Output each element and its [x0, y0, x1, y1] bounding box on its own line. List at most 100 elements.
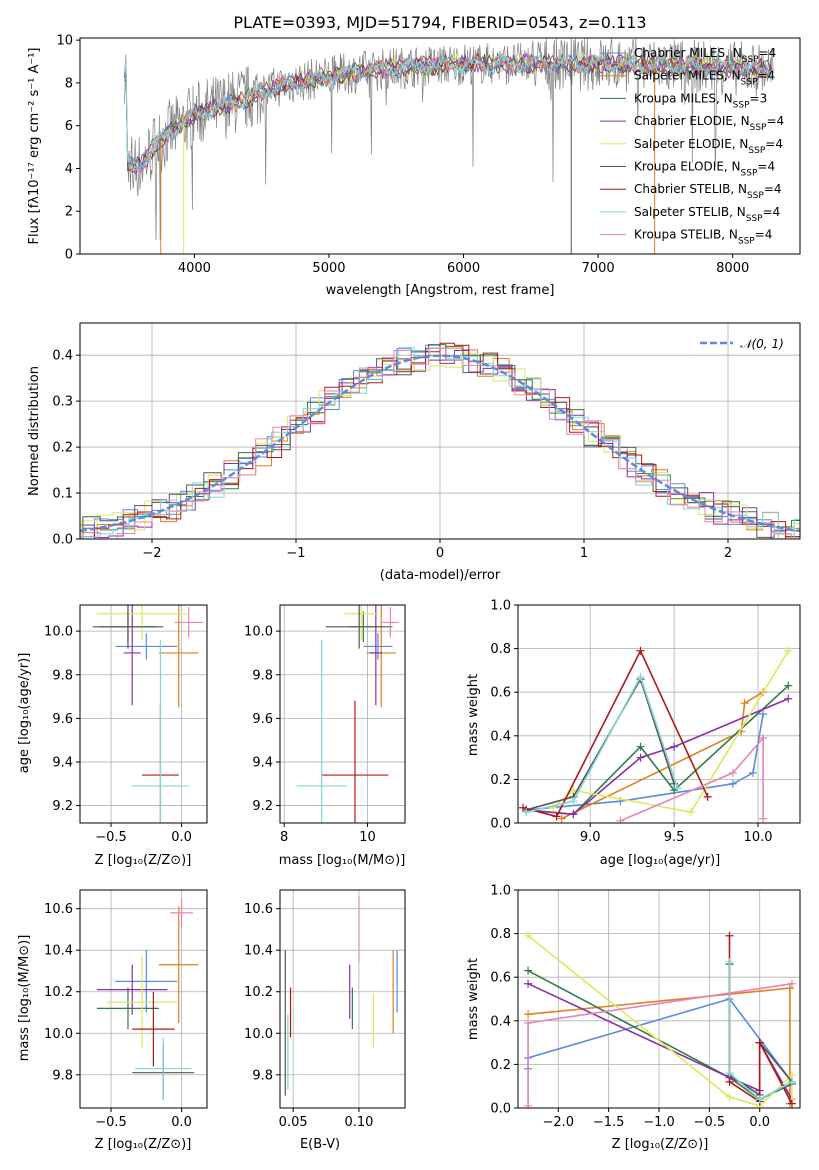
mass-EBV-ytick-label: 10.6	[244, 902, 273, 917]
weight-series	[522, 648, 709, 818]
weight-marker	[725, 1093, 734, 1102]
weight-age-xtick-label: 9.5	[664, 830, 685, 845]
weight-marker	[636, 753, 645, 762]
weight-marker	[784, 646, 793, 655]
weight-marker	[787, 1077, 796, 1086]
mass-EBV-xtick-label: 0.10	[344, 1115, 373, 1130]
weight-marker	[569, 797, 578, 806]
legend-entry: Chabrier ELODIE, NSSP=4	[634, 114, 784, 133]
age-Z-ytick-label: 9.6	[52, 712, 73, 727]
weight-series	[526, 713, 764, 811]
weight-Z-xtick-label: 0.0	[749, 1115, 770, 1130]
weight-marker	[728, 768, 737, 777]
age-Z-marks	[92, 605, 203, 823]
weight-marker	[785, 984, 794, 993]
weight-Z-xtick-label: −2.0	[542, 1115, 574, 1130]
weight-Z-ytick-label: 1.0	[490, 884, 511, 899]
weight-marker	[524, 1010, 533, 1019]
weight-marker	[686, 808, 695, 817]
legend-entry: Kroupa ELODIE, NSSP=4	[634, 160, 775, 179]
age-Z-ylabel: age [log₁₀(age/yr)]	[17, 653, 32, 774]
mass-Z-ytick-label: 10.0	[44, 1027, 73, 1042]
spectrum-marks	[123, 38, 774, 254]
weight-marker	[524, 1101, 533, 1108]
mass-Z-ytick-label: 9.8	[52, 1068, 73, 1083]
weight-marker	[725, 931, 734, 940]
weight-marker	[616, 816, 625, 823]
age-Z-ytick-label: 10.0	[44, 625, 73, 640]
mass-EBV-ytick-label: 10.0	[244, 1027, 273, 1042]
weight-Z-xtick-label: −1.0	[643, 1115, 675, 1130]
spectrum-xtick-label: 4000	[178, 261, 211, 276]
residuals-xtick-label: 2	[724, 546, 732, 561]
weight-marker	[728, 779, 737, 788]
residuals-ytick-label: 0.4	[52, 349, 73, 364]
model-spectrum	[123, 53, 773, 175]
residual-histogram	[80, 347, 800, 539]
weight-marker	[522, 808, 531, 817]
weight-age-xtick-label: 10.0	[744, 830, 773, 845]
age-mass-ytick-label: 9.8	[252, 668, 273, 683]
mass-EBV-ytick-label: 10.4	[244, 944, 273, 959]
weight-Z-ytick-label: 0.0	[490, 1102, 511, 1117]
weight-marker	[787, 1099, 796, 1108]
age-vs-metallicity-plot: −0.5 0.0 9.2 9.4 9.6 9.8 10.0	[44, 604, 208, 845]
weight-age-xlabel: age [log₁₀(age/yr)]	[600, 853, 721, 868]
weight-age-ytick-label: 1.0	[490, 599, 511, 614]
mass-Z-ytick-label: 10.4	[44, 944, 73, 959]
weight-Z-marks	[524, 931, 796, 1108]
mass-Z-xtick-label: −0.5	[95, 1115, 127, 1130]
weight-age-ytick-label: 0.6	[490, 686, 511, 701]
weight-marker	[673, 784, 682, 793]
spectrum-xtick-label: 5000	[312, 261, 345, 276]
legend-entry: Kroupa STELIB, NSSP=4	[634, 228, 772, 247]
spectrum-xtick-label: 6000	[447, 261, 480, 276]
weight-age-xtick-label: 9.0	[580, 830, 601, 845]
spectrum-xtick-label: 7000	[582, 261, 615, 276]
residuals-ytick-label: 0.0	[52, 533, 73, 548]
weight-Z-ylabel: mass weight	[466, 958, 481, 1040]
weight-marker	[703, 792, 712, 801]
weight-Z-ytick-label: 0.2	[490, 1058, 511, 1073]
weight-marker	[725, 1069, 734, 1078]
age-Z-frame	[79, 604, 208, 824]
mass-EBV-ytick-label: 9.8	[252, 1068, 273, 1083]
weight-marker	[725, 957, 734, 966]
weight-age-ytick-label: 0.8	[490, 642, 511, 657]
weight-marker	[755, 1095, 764, 1104]
weight-marker	[524, 979, 533, 988]
mass-Z-ytick-label: 10.6	[44, 902, 73, 917]
residuals-frame	[79, 322, 801, 540]
residuals-xtick-label: −1	[286, 546, 305, 561]
model-spectrum	[124, 52, 773, 177]
mass-EBV-xlabel: E(B-V)	[300, 1137, 340, 1152]
model-spectrum	[124, 52, 773, 171]
weight-marker	[755, 1038, 764, 1047]
spectrum-plot: 4000 5000 6000 7000 8000 0 2 4 6 8 10 Chabrier MILE…	[56, 34, 801, 276]
mass-EBV-marks	[284, 896, 398, 1096]
weight-marker	[670, 742, 679, 751]
weight-marker	[524, 1018, 533, 1027]
age-mass-ytick-label: 9.2	[252, 799, 273, 814]
residuals-ylabel: Normed distribution	[27, 366, 42, 496]
weight-marker	[749, 768, 757, 777]
normal-curve	[80, 354, 800, 533]
age-mass-xtick-label: 10	[359, 830, 376, 845]
spectrum-ytick-label: 10	[56, 34, 73, 49]
weight-series	[728, 964, 793, 1097]
weight-age-ytick-label: 0.2	[490, 773, 511, 788]
weight-Z-ytick-label: 0.8	[490, 927, 511, 942]
age-mass-frame	[279, 604, 406, 824]
mass-Z-marks	[96, 898, 199, 1100]
residuals-ytick-label: 0.1	[52, 487, 73, 502]
weight-marker	[759, 710, 768, 718]
mass-EBV-xtick-label: 0.05	[279, 1115, 308, 1130]
weight-series	[620, 735, 764, 822]
mass-EBV-frame	[279, 889, 406, 1109]
weight-age-frame	[517, 604, 801, 824]
spectrum-ytick-label: 2	[65, 205, 73, 220]
residuals-ytick-label: 0.2	[52, 441, 73, 456]
age-mass-ytick-label: 9.6	[252, 712, 273, 727]
spectrum-ytick-label: 6	[65, 119, 73, 134]
